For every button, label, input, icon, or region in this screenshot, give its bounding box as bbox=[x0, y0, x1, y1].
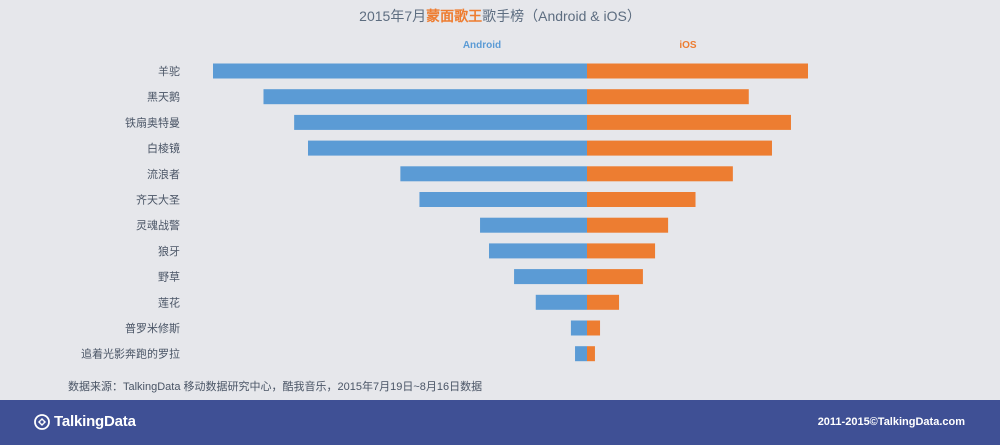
bar-ios bbox=[587, 217, 669, 233]
bar-ios bbox=[587, 140, 772, 156]
category-label: 野草 bbox=[158, 271, 180, 284]
category-label: 莲花 bbox=[158, 296, 180, 309]
category-label: 铁扇奥特曼 bbox=[125, 115, 180, 129]
talkingdata-logo-icon bbox=[34, 413, 50, 430]
bar-android bbox=[535, 294, 587, 310]
category-label: 白棱镜 bbox=[147, 141, 180, 155]
footer-bar: TalkingData 2011-2015©TalkingData.com bbox=[0, 400, 1000, 445]
category-label: 齐天大圣 bbox=[136, 193, 180, 207]
category-label: 狼牙 bbox=[158, 244, 180, 258]
title-suffix: 歌手榜（Android & iOS） bbox=[482, 8, 641, 24]
bar-android bbox=[213, 63, 587, 79]
bar-ios bbox=[587, 89, 749, 105]
title-prefix: 2015年7月 bbox=[359, 8, 427, 24]
bar-android bbox=[263, 89, 587, 105]
bar-ios bbox=[587, 269, 643, 285]
brand-name: TalkingData bbox=[54, 413, 136, 430]
bar-ios bbox=[587, 63, 808, 79]
legend-android: Android bbox=[463, 40, 501, 51]
bar-ios bbox=[587, 166, 733, 182]
chart-title: 2015年7月蒙面歌王歌手榜（Android & iOS） bbox=[0, 6, 1000, 26]
category-label: 追着光影奔跑的罗拉 bbox=[81, 347, 180, 361]
category-label: 羊驼 bbox=[158, 64, 180, 78]
bar-ios bbox=[587, 243, 656, 259]
category-label: 普罗米修斯 bbox=[125, 321, 180, 335]
bar-ios bbox=[587, 320, 601, 336]
bar-ios bbox=[587, 192, 696, 207]
bar-android bbox=[575, 346, 587, 362]
category-label: 黑天鹅 bbox=[147, 90, 180, 104]
data-source-note: 数据来源：TalkingData 移动数据研究中心，酷我音乐，2015年7月19… bbox=[68, 381, 483, 393]
bar-android bbox=[307, 140, 587, 156]
bar-android bbox=[570, 320, 587, 336]
bar-android bbox=[514, 269, 587, 285]
category-label: 流浪者 bbox=[147, 167, 180, 181]
bar-android bbox=[489, 243, 587, 259]
copyright-text: 2011-2015©TalkingData.com bbox=[817, 416, 965, 428]
brand-logo: TalkingData bbox=[34, 413, 136, 430]
title-highlight: 蒙面歌王 bbox=[426, 8, 483, 24]
bar-android bbox=[419, 192, 587, 207]
category-label: 灵魂战警 bbox=[136, 218, 180, 232]
bar-ios bbox=[587, 346, 595, 362]
diverging-bar-chart: Android iOS 羊驼黑天鹅铁扇奥特曼白棱镜流浪者齐天大圣灵魂战警狼牙野草莲花… bbox=[81, 40, 808, 362]
legend-ios: iOS bbox=[679, 40, 697, 51]
bar-ios bbox=[587, 114, 791, 130]
bar-ios bbox=[587, 294, 620, 310]
bar-android bbox=[400, 166, 587, 182]
bar-android bbox=[294, 114, 587, 130]
bar-android bbox=[480, 217, 587, 233]
